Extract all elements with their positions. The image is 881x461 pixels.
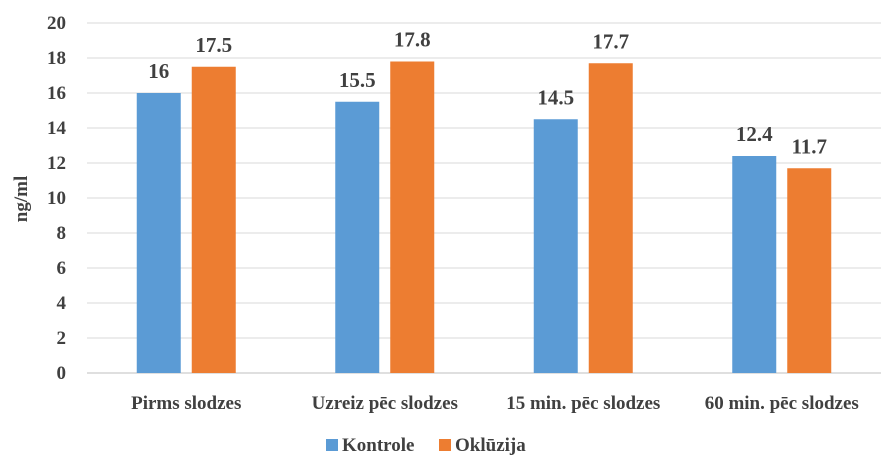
bar <box>390 61 435 373</box>
bar <box>191 66 236 373</box>
y-tick-label: 14 <box>47 118 67 139</box>
legend-label: Oklūzija <box>455 435 526 456</box>
y-tick-label: 20 <box>47 13 66 34</box>
x-category-label: Uzreiz pēc slodzes <box>312 393 458 414</box>
x-axis-categories: Pirms slodzes Uzreiz pēc slodzes 15 min. p… <box>131 393 859 414</box>
data-label: 15.5 <box>339 68 376 92</box>
bar <box>335 101 380 373</box>
y-tick-label: 8 <box>57 223 67 244</box>
legend-label: Kontrole <box>342 435 414 456</box>
bar <box>533 119 578 373</box>
data-label: 17.5 <box>195 33 232 57</box>
legend-swatch <box>326 439 338 451</box>
data-label: 11.7 <box>791 134 827 158</box>
y-tick-label: 10 <box>47 188 66 209</box>
y-tick-label: 12 <box>47 153 66 174</box>
y-tick-label: 2 <box>57 328 67 349</box>
y-tick-label: 18 <box>47 48 66 69</box>
y-tick-label: 4 <box>57 293 67 314</box>
y-tick-label: 0 <box>57 363 67 384</box>
legend-swatch <box>439 439 451 451</box>
data-label: 16 <box>148 59 169 83</box>
bar <box>588 63 633 373</box>
x-category-label: 15 min. pēc slodzes <box>506 393 660 414</box>
legend: Kontrole Oklūzija <box>326 435 526 456</box>
x-category-label: 60 min. pēc slodzes <box>705 393 859 414</box>
data-label: 12.4 <box>736 122 773 146</box>
data-label: 14.5 <box>537 85 574 109</box>
bar <box>732 156 777 373</box>
y-tick-label: 16 <box>47 83 66 104</box>
data-label: 17.7 <box>592 29 629 53</box>
data-labels: 16 17.5 15.5 17.8 14.5 17.7 12.4 11.7 <box>148 28 827 159</box>
x-category-label: Pirms slodzes <box>131 393 241 414</box>
bars <box>136 61 832 373</box>
data-label: 17.8 <box>394 28 431 52</box>
y-axis-ticks: 0 2 4 6 8 10 12 14 16 18 20 <box>47 13 67 384</box>
bar <box>136 93 181 373</box>
bar <box>787 168 832 373</box>
y-axis-title: ng/ml <box>11 176 32 222</box>
y-tick-label: 6 <box>57 258 67 279</box>
